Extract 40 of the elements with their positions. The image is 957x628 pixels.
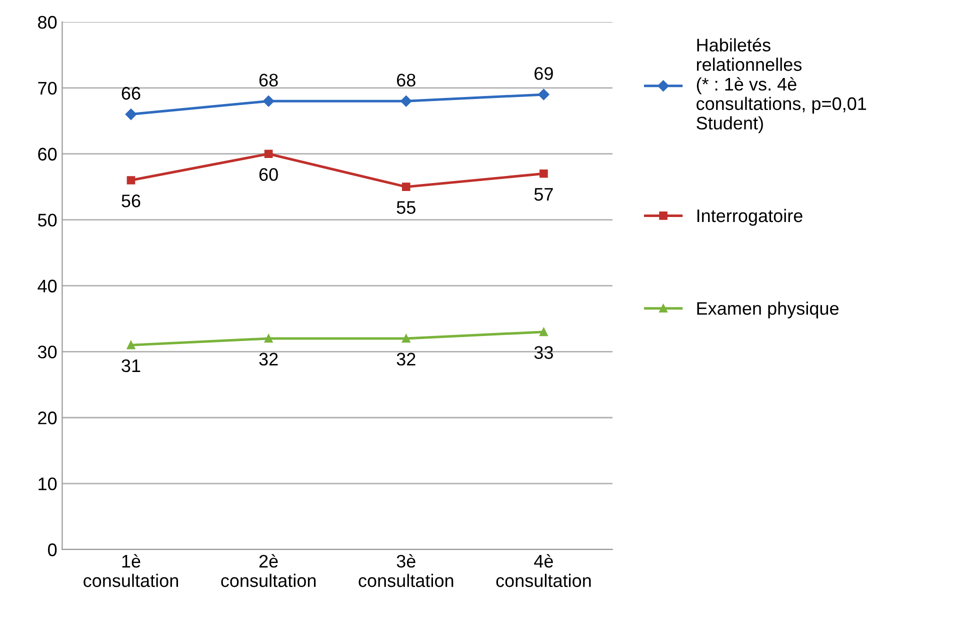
data-label: 32	[396, 352, 416, 366]
point	[402, 334, 410, 343]
y-tick-label: 80	[38, 16, 57, 29]
y-tick-label: 0	[48, 543, 57, 556]
data-label: 69	[534, 67, 553, 80]
data-label: 57	[534, 188, 553, 201]
point	[125, 108, 137, 120]
data-label: 33	[534, 346, 553, 359]
y-tick-label: 40	[38, 280, 57, 292]
x-tick-label: 2è consultation	[221, 554, 316, 588]
point	[262, 96, 274, 107]
y-tick-label: 50	[38, 214, 57, 227]
point	[540, 169, 548, 178]
point	[400, 96, 412, 107]
legend-label: Interrogatoire	[697, 208, 802, 226]
data-label: 56	[122, 194, 140, 208]
y-tick-label: 10	[38, 477, 57, 490]
point	[538, 88, 550, 100]
x-tick-label: 4è consultation	[496, 554, 591, 588]
point	[126, 340, 136, 350]
data-label: 68	[397, 74, 416, 87]
point	[540, 328, 548, 336]
point	[402, 182, 410, 191]
point	[264, 150, 273, 158]
x-tick-label: 1è consultation	[84, 554, 178, 588]
point	[126, 176, 136, 184]
legend-label: Habiletés relationnelles (* : 1è vs. 4è consultations, p=0,01 Student)	[696, 38, 866, 134]
point	[264, 334, 273, 343]
y-tick-label: 70	[38, 82, 57, 95]
legend-label: Examen physique	[697, 302, 839, 318]
y-tick-label: 30	[38, 346, 57, 358]
data-label: 66	[122, 86, 140, 100]
data-label: 60	[259, 168, 278, 181]
data-label: 31	[122, 359, 140, 372]
y-tick-label: 20	[38, 412, 57, 424]
data-label: 68	[259, 74, 278, 87]
data-label: 32	[259, 352, 278, 366]
y-tick-label: 60	[38, 148, 57, 161]
x-tick-label: 3è consultation	[358, 554, 454, 588]
data-label: 55	[396, 201, 416, 214]
